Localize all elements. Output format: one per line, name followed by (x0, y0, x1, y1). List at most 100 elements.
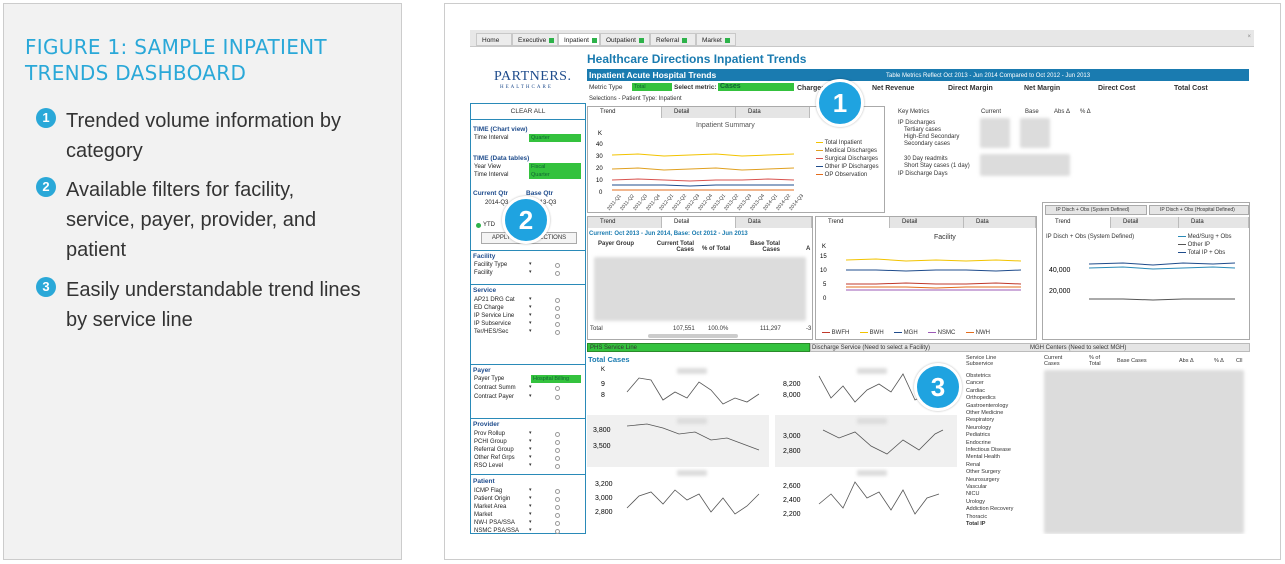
metric-option-cases[interactable]: Cases (718, 83, 794, 91)
filter-radio[interactable] (555, 456, 560, 461)
dropdown-arrow-icon[interactable]: ▾ (529, 446, 532, 452)
horizontal-scrollbar[interactable] (648, 334, 738, 338)
tab-inpatient[interactable]: Inpatient (558, 33, 600, 46)
service-line-row[interactable]: Orthopedics (966, 395, 996, 402)
filter-contract-summ[interactable]: Contract Summ (474, 385, 516, 391)
dropdown-arrow-icon[interactable]: ▾ (529, 519, 532, 525)
metric-option-net-revenue[interactable]: Net Revenue (872, 85, 915, 92)
filter-radio[interactable] (555, 489, 560, 494)
tab-detail[interactable]: Detail (890, 217, 964, 228)
phs-service-line-tab[interactable]: PHS Service Line (587, 343, 810, 352)
filter-radio[interactable] (555, 432, 560, 437)
tab-market[interactable]: Market (696, 33, 736, 46)
service-line-row[interactable]: Respiratory (966, 417, 995, 424)
filter-contract-payer[interactable]: Contract Payer (474, 394, 515, 400)
metric-option-total-cost[interactable]: Total Cost (1174, 85, 1208, 92)
time-interval-select[interactable]: Quarter (529, 134, 581, 142)
filter-ter-hes-sec[interactable]: Ter/HES/Sec (474, 329, 509, 335)
filter-other-ref-grps[interactable]: Other Ref Grps (474, 455, 515, 461)
tab-detail[interactable]: Detail (662, 217, 736, 228)
filter-radio[interactable] (555, 395, 560, 400)
tab-outpatient[interactable]: Outpatient (600, 33, 650, 46)
service-line-row[interactable]: NICU (966, 491, 980, 498)
filter-radio[interactable] (555, 497, 560, 502)
current-qtr-select[interactable]: 2014-Q3 (485, 200, 509, 206)
service-line-row[interactable]: Thoracic (966, 513, 988, 520)
clear-all-button[interactable]: CLEAR ALL (471, 104, 585, 120)
tab-data[interactable]: Data (736, 107, 810, 118)
service-line-row[interactable]: Infectious Disease (966, 447, 1011, 453)
tab-trend[interactable]: Trend (816, 217, 890, 228)
dropdown-arrow-icon[interactable]: ▾ (529, 454, 532, 460)
service-line-row[interactable]: Addiction Recovery (966, 506, 1014, 513)
service-line-row[interactable]: Urology (966, 498, 985, 505)
dropdown-arrow-icon[interactable]: ▾ (529, 328, 532, 334)
metric-type-select[interactable]: Total (632, 83, 672, 91)
metric-option-charges[interactable]: Charges (797, 85, 826, 92)
filter-ip-service-line[interactable]: IP Service Line (474, 313, 515, 319)
service-line-row[interactable]: Gastroenterology (966, 402, 1009, 409)
filter-icmp-flag[interactable]: ICMP Flag (474, 488, 503, 494)
base-qtr-select[interactable]: 2013-Q3 (533, 200, 557, 206)
filter-radio[interactable] (555, 263, 560, 268)
filter-radio[interactable] (555, 322, 560, 327)
tab-data[interactable]: Data (736, 217, 812, 228)
service-line-row[interactable]: Other Surgery (966, 469, 1001, 476)
filter-prov-rollup[interactable]: Prov Rollup (474, 431, 506, 437)
mgh-centers-tab[interactable]: MGH Centers (Need to select MGH) (1030, 345, 1127, 351)
tab-trend[interactable]: Trend (1043, 217, 1111, 228)
filter-radio[interactable] (555, 271, 560, 276)
filter-patient-origin[interactable]: Patient Origin (474, 496, 511, 502)
metric-option-direct-margin[interactable]: Direct Margin (948, 85, 993, 92)
dropdown-arrow-icon[interactable]: ▾ (529, 487, 532, 493)
filter-pchi-group[interactable]: PCHI Group (474, 439, 507, 445)
filter-market-area[interactable]: Market Area (474, 504, 507, 510)
dropdown-arrow-icon[interactable]: ▾ (529, 384, 532, 390)
filter-ap21-drg[interactable]: AP21 DRG Cat (474, 297, 515, 303)
filter-ed-charge[interactable]: ED Charge (474, 305, 504, 311)
tab-data[interactable]: Data (964, 217, 1036, 228)
tab-home[interactable]: Home (476, 33, 512, 46)
tab-data[interactable]: Data (1179, 217, 1249, 228)
filter-radio[interactable] (555, 521, 560, 526)
filter-radio[interactable] (555, 505, 560, 510)
tab-hospital-defined[interactable]: IP Disch + Obs (Hospital Defined) (1149, 205, 1249, 215)
filter-ip-subservice[interactable]: IP Subservice (474, 321, 511, 327)
filter-radio[interactable] (555, 513, 560, 518)
tab-detail[interactable]: Detail (662, 107, 736, 118)
tab-detail[interactable]: Detail (1111, 217, 1179, 228)
filter-market[interactable]: Market (474, 512, 493, 518)
dropdown-arrow-icon[interactable]: ▾ (529, 304, 532, 310)
filter-facility-type[interactable]: Facility Type (474, 262, 508, 268)
close-icon[interactable]: × (1247, 34, 1251, 40)
service-line-row[interactable]: Renal (966, 461, 981, 468)
service-line-row[interactable]: Obstetrics (966, 373, 991, 379)
filter-radio[interactable] (555, 448, 560, 453)
filter-payer-type[interactable]: Payer Type (474, 376, 505, 382)
time-interval-select-2[interactable]: Quarter (529, 171, 581, 179)
filter-facility[interactable]: Facility (474, 270, 493, 276)
tab-trend[interactable]: Trend (588, 217, 662, 228)
filter-rso-level[interactable]: RSO Level (474, 463, 504, 469)
filter-radio[interactable] (555, 464, 560, 469)
tab-referral[interactable]: Referral (650, 33, 696, 46)
service-line-row[interactable]: Neurosurgery (966, 476, 1000, 483)
tab-trend[interactable]: Trend (588, 107, 662, 118)
filter-radio[interactable] (555, 529, 560, 534)
dropdown-arrow-icon[interactable]: ▾ (529, 462, 532, 468)
metric-option-net-margin[interactable]: Net Margin (1024, 85, 1061, 92)
dropdown-arrow-icon[interactable]: ▾ (529, 261, 532, 267)
filter-radio[interactable] (555, 440, 560, 445)
dropdown-arrow-icon[interactable]: ▾ (529, 438, 532, 444)
dropdown-arrow-icon[interactable]: ▾ (529, 503, 532, 509)
metric-option-direct-cost[interactable]: Direct Cost (1098, 85, 1136, 92)
service-line-row[interactable]: Mental Health (966, 454, 1000, 461)
service-line-row[interactable]: Other Medicine (966, 410, 1004, 416)
dropdown-arrow-icon[interactable]: ▾ (529, 393, 532, 399)
service-line-row[interactable]: Vascular (966, 484, 987, 490)
year-view-select[interactable]: Fiscal (529, 163, 581, 171)
filter-radio[interactable] (555, 386, 560, 391)
ytd-radio[interactable] (476, 223, 481, 228)
tab-executive[interactable]: Executive (512, 33, 558, 46)
discharge-service-tab[interactable]: Discharge Service (Need to select a Faci… (812, 345, 931, 351)
